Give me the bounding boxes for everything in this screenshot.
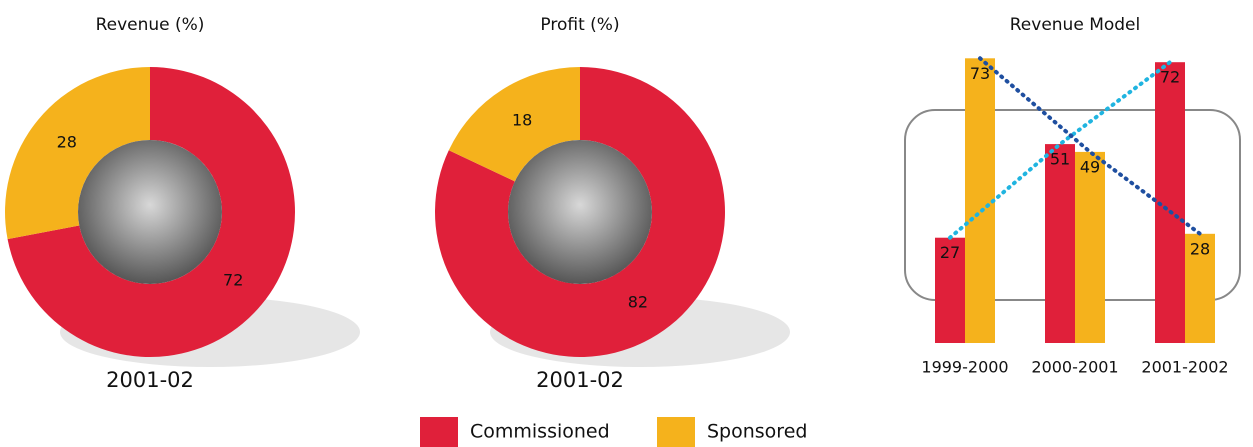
value-label: 18 <box>512 110 532 129</box>
value-label: 72 <box>223 270 243 289</box>
legend-swatch <box>657 417 695 447</box>
chart-title: Profit (%) <box>540 15 619 35</box>
chart-subtitle: 2001-02 <box>106 368 194 392</box>
value-label: 28 <box>57 133 77 152</box>
x-tick-label: 1999-2000 <box>921 358 1008 377</box>
chart-title: Revenue (%) <box>96 15 205 35</box>
value-label: 27 <box>940 243 960 262</box>
bar <box>1075 152 1105 343</box>
bar <box>965 58 995 343</box>
bar <box>1045 144 1075 343</box>
value-label: 72 <box>1160 68 1180 87</box>
x-tick-label: 2000-2001 <box>1031 358 1118 377</box>
legend-swatch <box>420 417 458 447</box>
chart-title: Revenue Model <box>1010 15 1140 35</box>
legend-label: Commissioned <box>470 421 610 443</box>
photo <box>78 140 222 284</box>
chart: Revenue (%) 2001-02 72 28 Profit (%) 2001-02 8… <box>0 0 1253 447</box>
value-label: 82 <box>628 293 648 312</box>
value-label: 28 <box>1190 239 1210 258</box>
x-tick-label: 2001-2002 <box>1141 358 1228 377</box>
chart-subtitle: 2001-02 <box>536 368 624 392</box>
value-label: 49 <box>1080 157 1100 176</box>
value-label: 73 <box>970 64 990 83</box>
photo <box>508 140 652 284</box>
legend-label: Sponsored <box>707 421 807 443</box>
